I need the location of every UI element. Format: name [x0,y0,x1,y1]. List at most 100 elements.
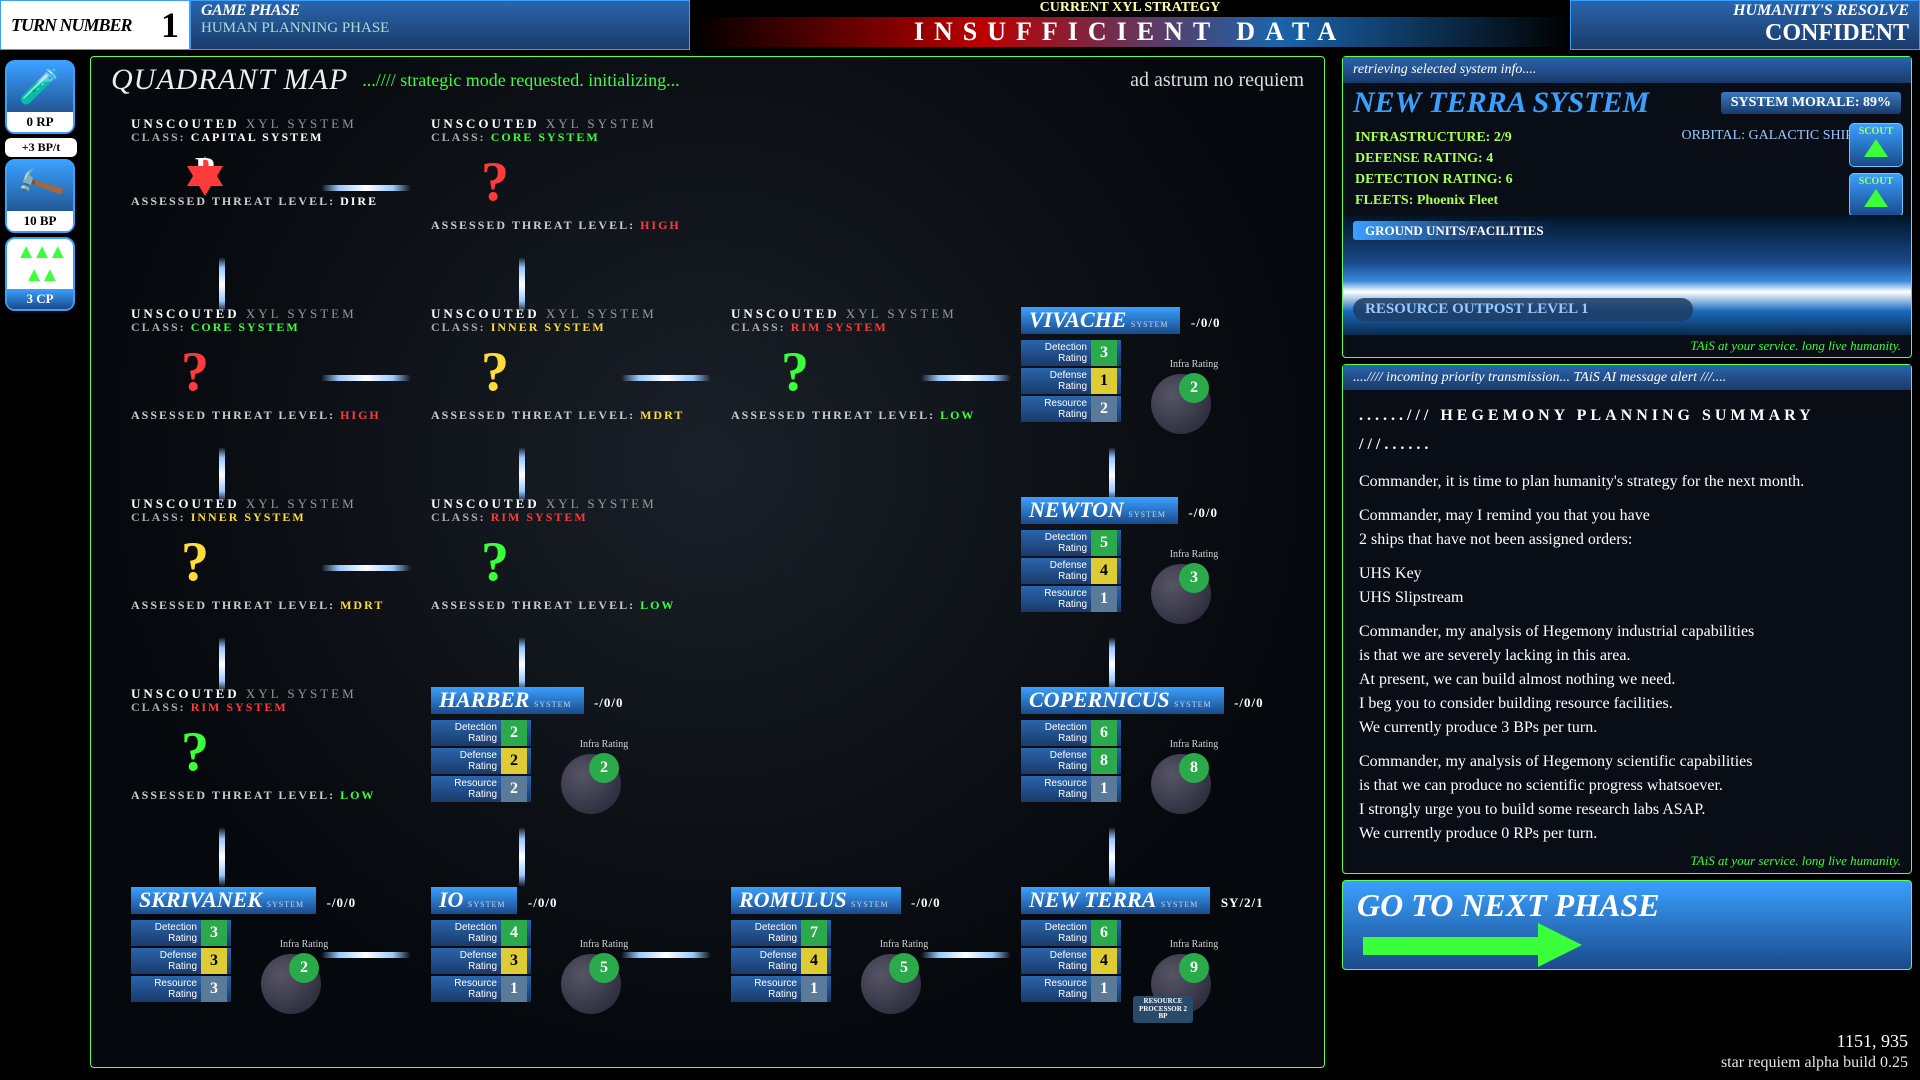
defense-rating: Defense Rating4 [1021,558,1121,584]
scout-button-1[interactable]: SCOUT [1849,123,1903,167]
node-threat: ASSESSED THREAT LEVEL: MDRT [131,598,431,612]
system-name-badge: NEW TERRA SYSTEM [1021,887,1210,914]
infra-rating: Infra Rating2 [279,940,329,983]
msg-p2: Commander, may I remind you that you hav… [1359,504,1895,552]
ground-units-label: GROUND UNITS/FACILITIES [1353,221,1556,240]
node-threat: ASSESSED THREAT LEVEL: HIGH [431,218,731,232]
infra-rating: Infra Rating2 [579,740,629,783]
node-header: UNSCOUTED XYL SYSTEM [131,307,431,320]
unscouted-system[interactable]: UNSCOUTED XYL SYSTEM CLASS: RIM SYSTEM ?… [131,687,431,802]
node-class: CLASS: INNER SYSTEM [131,510,431,526]
owned-system[interactable]: NEWTON SYSTEM -/0/0 Detection Rating5 De… [1021,497,1321,614]
system-stat: -/0/0 [327,895,357,910]
owned-system[interactable]: NEW TERRA SYSTEM SY/2/1 Detection Rating… [1021,887,1321,1004]
system-name-badge: NEWTON SYSTEM [1021,497,1178,524]
message-body: ....../// HEGEMONY PLANNING SUMMARY ///.… [1343,390,1911,850]
resource-rating: Resource Rating3 [131,976,231,1002]
resolve-label: HUMANITY'S RESOLVE [1581,3,1909,19]
resource-rating: Resource Rating2 [1021,396,1121,422]
stat-detection: DETECTION RATING: 6 [1355,169,1899,190]
owned-system[interactable]: SKRIVANEK SYSTEM -/0/0 Detection Rating3… [131,887,431,1004]
unscouted-system[interactable]: UNSCOUTED XYL SYSTEM CLASS: RIM SYSTEM ?… [431,497,731,612]
unscouted-system[interactable]: UNSCOUTED XYL SYSTEM CLASS: RIM SYSTEM ?… [731,307,1031,422]
node-threat: ASSESSED THREAT LEVEL: DIRE [131,194,431,208]
node-threat: ASSESSED THREAT LEVEL: LOW [431,598,731,612]
system-image: GROUND UNITS/FACILITIES RESOURCE OUTPOST… [1343,215,1911,335]
cp-label: 3 CP [7,289,73,309]
detection-rating: Detection Rating5 [1021,530,1121,556]
resolve-value: CONFIDENT [1581,19,1909,48]
system-info-panel: retrieving selected system info.... NEW … [1342,56,1912,358]
extra-badge: RESOURCE PROCESSOR 2 BP [1133,996,1193,1023]
msg-p3: UHS KeyUHS Slipstream [1359,562,1895,610]
unscouted-system[interactable]: UNSCOUTED XYL SYSTEM CLASS: CORE SYSTEM … [431,117,731,232]
owned-system[interactable]: ROMULUS SYSTEM -/0/0 Detection Rating7 D… [731,887,1031,1004]
unscouted-system[interactable]: UNSCOUTED XYL SYSTEM CLASS: CAPITAL SYST… [131,117,431,208]
system-name-badge: VIVACHE SYSTEM [1021,307,1180,334]
cp-resource[interactable]: ▲▲▲▲▲ 3 CP [5,237,75,311]
resource-rating: Resource Rating1 [431,976,531,1002]
capital-star-icon: P [187,156,223,186]
defense-rating: Defense Rating8 [1021,748,1121,774]
defense-rating: Defense Rating1 [1021,368,1121,394]
defense-rating: Defense Rating2 [431,748,531,774]
unscouted-system[interactable]: UNSCOUTED XYL SYSTEM CLASS: INNER SYSTEM… [431,307,731,422]
rp-resource[interactable]: 🧪 0 RP [5,60,75,134]
map-subtitle: ...//// strategic mode requested. initia… [362,71,679,89]
node-threat: ASSESSED THREAT LEVEL: MDRT [431,408,731,422]
connection-v [1109,637,1115,692]
bp-resource[interactable]: 🔨 10 BP [5,159,75,233]
strategy-label: CURRENT XYL STRATEGY [690,0,1570,17]
stat-fleets: FLEETS: Phoenix Fleet [1355,190,1899,211]
defense-rating: Defense Rating3 [131,948,231,974]
next-phase-label: GO TO NEXT PHASE [1357,887,1660,923]
system-stat: -/0/0 [1191,315,1221,330]
connection-v [519,447,525,502]
system-stat: -/0/0 [1188,505,1218,520]
system-footer: TAiS at your service. long live humanity… [1343,335,1911,357]
question-mark-icon: ? [481,534,731,590]
message-title: ....../// HEGEMONY PLANNING SUMMARY ///.… [1359,402,1895,460]
question-mark-icon: ? [181,534,431,590]
phase-value: HUMAN PLANNING PHASE [201,19,679,39]
resource-rating: Resource Rating1 [1021,976,1121,1002]
unscouted-system[interactable]: UNSCOUTED XYL SYSTEM CLASS: CORE SYSTEM … [131,307,431,422]
coords-text: 1151, 935 [1721,1030,1908,1053]
connection-v [519,257,525,312]
detection-rating: Detection Rating3 [1021,340,1121,366]
system-stat: -/0/0 [1234,695,1264,710]
system-stat: SY/2/1 [1221,895,1264,910]
infra-rating: Infra Rating9 [1169,940,1219,983]
detection-rating: Detection Rating6 [1021,720,1121,746]
turn-label: TURN NUMBER [11,16,132,34]
facility-item[interactable]: RESOURCE OUTPOST LEVEL 1 [1353,298,1693,321]
system-info-header: retrieving selected system info.... [1343,57,1911,83]
scout-button-2[interactable]: SCOUT [1849,173,1903,217]
system-name-badge: ROMULUS SYSTEM [731,887,901,914]
system-name-badge: IO SYSTEM [431,887,517,914]
quadrant-map[interactable]: QUADRANT MAP ...//// strategic mode requ… [90,56,1325,1068]
owned-system[interactable]: VIVACHE SYSTEM -/0/0 Detection Rating3 D… [1021,307,1321,424]
node-header: UNSCOUTED XYL SYSTEM [431,497,731,510]
owned-system[interactable]: HARBER SYSTEM -/0/0 Detection Rating2 De… [431,687,731,804]
triangle-up-icon [1864,189,1888,207]
flask-icon: 🧪 [7,62,73,112]
system-stats: INFRASTRUCTURE: 2/9 DEFENSE RATING: 4 DE… [1343,123,1911,215]
unscouted-system[interactable]: UNSCOUTED XYL SYSTEM CLASS: INNER SYSTEM… [131,497,431,612]
next-phase-button[interactable]: GO TO NEXT PHASE [1342,880,1912,970]
infra-rating: Infra Rating3 [1169,550,1219,593]
node-header: UNSCOUTED XYL SYSTEM [731,307,1031,320]
connection-v [519,637,525,692]
question-mark-icon: ? [481,344,731,400]
node-header: UNSCOUTED XYL SYSTEM [431,307,731,320]
turn-number-box: TURN NUMBER 1 [0,0,190,50]
owned-system[interactable]: IO SYSTEM -/0/0 Detection Rating4 Defens… [431,887,731,1004]
defense-rating: Defense Rating4 [1021,948,1121,974]
map-title: QUADRANT MAP [111,65,348,95]
system-stat: -/0/0 [911,895,941,910]
build-text: star requiem alpha build 0.25 [1721,1053,1908,1074]
top-bar: TURN NUMBER 1 GAME PHASE HUMAN PLANNING … [0,0,1920,50]
owned-system[interactable]: COPERNICUS SYSTEM -/0/0 Detection Rating… [1021,687,1321,804]
detection-rating: Detection Rating6 [1021,920,1121,946]
message-header: ....//// incoming priority transmission.… [1343,365,1911,391]
